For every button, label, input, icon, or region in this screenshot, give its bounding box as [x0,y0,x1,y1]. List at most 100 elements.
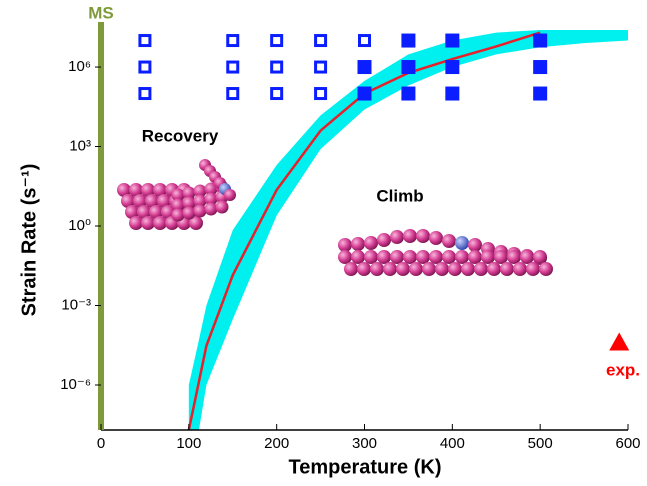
atom [117,183,131,197]
atom [171,198,185,212]
open-square [314,87,328,101]
atom [182,186,196,200]
atom [448,262,462,276]
atom [468,250,482,264]
atom [149,205,163,219]
atom [204,202,218,216]
atom [193,204,207,218]
filled-square [401,86,416,101]
atom [416,229,430,243]
atom [500,262,514,276]
open-square [226,60,240,74]
atom [171,208,185,222]
atom [383,262,397,276]
atom [422,262,436,276]
atom [513,262,527,276]
atom [204,182,218,196]
triangle [609,332,630,351]
atom [442,234,456,248]
atom [396,262,410,276]
atom [344,262,358,276]
atom [351,250,365,264]
atom [403,229,417,243]
atom-illustrations [117,159,553,276]
y-tick-label: 10⁻⁶ [60,376,91,393]
atom [539,262,553,276]
atom [429,231,443,245]
atom [370,262,384,276]
atom [141,216,155,230]
open-square [226,87,240,101]
atom [468,238,482,252]
filled-square [357,86,372,101]
atom [520,250,534,264]
ms-label: MS [88,3,114,22]
annotation: Climb [376,186,423,205]
filled-square [445,60,460,75]
open-square [270,87,284,101]
filled-square [533,33,548,48]
x-tick-label: 200 [264,435,289,452]
x-tick-label: 400 [440,435,465,452]
atom [351,237,365,251]
atom [121,194,135,208]
x-tick-label: 600 [615,435,640,452]
filled-square [445,86,460,101]
open-square [270,60,284,74]
open-square [138,34,152,48]
annotation: exp. [606,360,640,379]
y-axis-label: Strain Rate (s⁻¹) [18,164,40,317]
x-tick-label: 100 [176,435,201,452]
atom [455,236,469,250]
atom [364,236,378,250]
atom [193,194,207,208]
atom [474,262,488,276]
atom [125,205,139,219]
atom [182,196,196,210]
atom [377,250,391,264]
atom [494,250,508,264]
atom [442,250,456,264]
atom [416,250,430,264]
atom [377,233,391,247]
atom [133,194,147,208]
atom [533,250,547,264]
atom [429,250,443,264]
atom [455,250,469,264]
filled-square [401,33,416,48]
atom [507,250,521,264]
open-square [138,60,152,74]
atom [141,183,155,197]
open-square [226,34,240,48]
open-square [270,34,284,48]
filled-square [533,86,548,101]
x-tick-label: 0 [97,435,105,452]
open-square [358,34,371,48]
y-tick-label: 10⁰ [68,217,91,234]
atom [526,262,540,276]
atom [153,216,167,230]
atom [137,205,151,219]
filled-square [445,33,460,48]
atom [338,250,352,264]
open-square [138,87,152,101]
x-tick-label: 500 [528,435,553,452]
atom [338,238,352,252]
atom [129,216,143,230]
atom [364,250,378,264]
atom [157,194,171,208]
atom [145,194,159,208]
filled-square [533,60,548,75]
atom [487,262,501,276]
open-square [314,34,328,48]
atom [129,183,143,197]
x-axis-label: Temperature (K) [289,456,442,478]
x-tick-label: 300 [352,435,377,452]
atom [215,200,229,214]
atom [403,250,417,264]
filled-square [357,60,372,75]
atom [357,262,371,276]
y-tick-label: 10⁻³ [61,296,91,313]
atom [189,216,203,230]
